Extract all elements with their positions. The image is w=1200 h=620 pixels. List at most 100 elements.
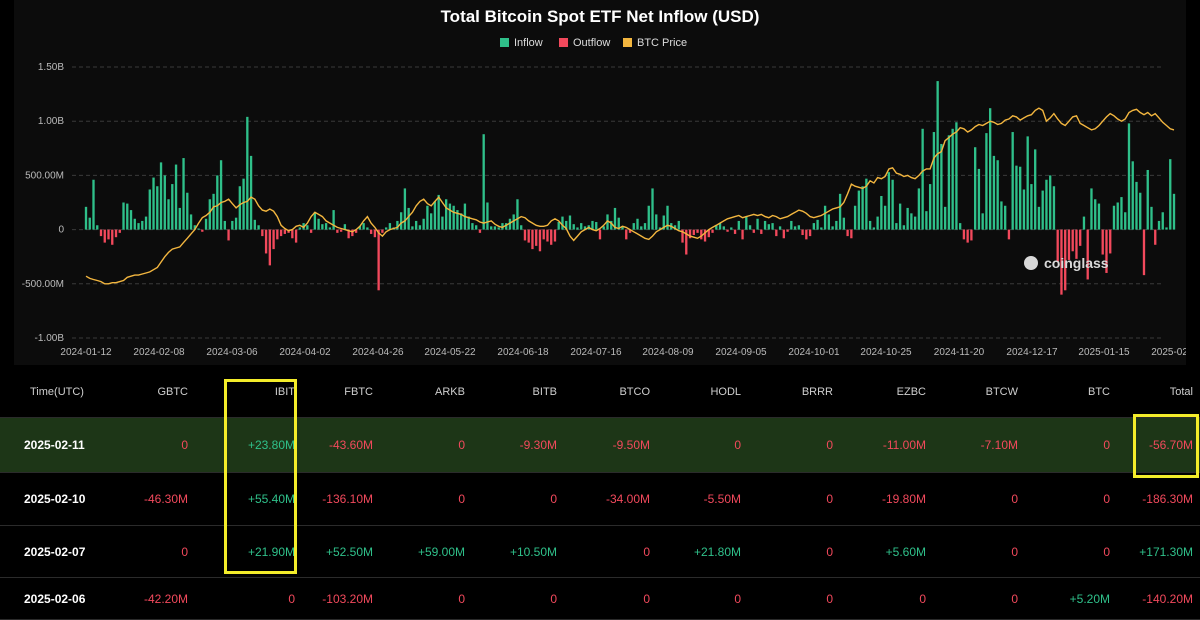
flow-bar[interactable]: [306, 225, 309, 230]
flow-bar[interactable]: [1049, 175, 1052, 230]
flow-bar[interactable]: [520, 225, 523, 230]
flow-bar[interactable]: [475, 225, 478, 230]
flow-bar[interactable]: [542, 229, 545, 240]
flow-bar[interactable]: [741, 229, 744, 240]
flow-bar[interactable]: [636, 218, 639, 230]
flow-bar[interactable]: [602, 226, 605, 230]
flow-bar[interactable]: [1067, 229, 1071, 260]
flow-bar[interactable]: [917, 188, 921, 230]
flow-bar[interactable]: [857, 190, 861, 230]
flow-bar[interactable]: [951, 128, 954, 230]
flow-bar[interactable]: [332, 210, 335, 230]
flow-bar[interactable]: [174, 164, 178, 230]
flow-bar[interactable]: [133, 218, 136, 230]
flow-bar[interactable]: [223, 220, 226, 230]
flow-bar[interactable]: [467, 216, 470, 230]
flow-bar[interactable]: [658, 227, 662, 230]
flow-bar[interactable]: [501, 223, 504, 230]
flow-bar[interactable]: [178, 207, 181, 230]
flow-bar[interactable]: [1090, 188, 1093, 230]
flow-bar[interactable]: [606, 214, 609, 230]
flow-bar[interactable]: [958, 223, 962, 230]
flow-bar[interactable]: [760, 229, 763, 234]
flow-bar[interactable]: [887, 172, 891, 230]
flow-bar[interactable]: [1097, 203, 1101, 230]
flow-bar[interactable]: [621, 226, 624, 230]
legend-swatch[interactable]: [500, 38, 509, 47]
flow-bar[interactable]: [1139, 192, 1142, 230]
flow-bar[interactable]: [141, 220, 144, 230]
flow-bar[interactable]: [84, 206, 88, 230]
flow-bar[interactable]: [932, 132, 936, 230]
flow-bar[interactable]: [726, 229, 729, 232]
flow-bar[interactable]: [512, 214, 515, 230]
flow-bar[interactable]: [711, 229, 714, 233]
flow-bar[interactable]: [876, 216, 879, 230]
flow-bar[interactable]: [137, 223, 140, 230]
flow-bar[interactable]: [384, 227, 388, 230]
flow-bar[interactable]: [767, 224, 770, 230]
flow-bar[interactable]: [107, 229, 110, 240]
flow-bar[interactable]: [1000, 201, 1003, 230]
flow-bar[interactable]: [1030, 184, 1033, 230]
flow-bar[interactable]: [152, 177, 155, 230]
flow-bar[interactable]: [730, 227, 733, 230]
flow-bar[interactable]: [208, 199, 211, 230]
flow-bar[interactable]: [1109, 229, 1112, 254]
flow-bar[interactable]: [805, 229, 808, 240]
flow-bar[interactable]: [872, 227, 876, 230]
flow-bar[interactable]: [508, 218, 512, 230]
flow-bar[interactable]: [1154, 229, 1157, 245]
flow-bar[interactable]: [279, 229, 283, 237]
flow-bar[interactable]: [677, 220, 680, 230]
flow-bar[interactable]: [373, 229, 377, 238]
flow-bar[interactable]: [617, 217, 620, 230]
flow-bar[interactable]: [1127, 123, 1131, 230]
flow-bar[interactable]: [1041, 190, 1044, 230]
flow-bar[interactable]: [399, 212, 403, 230]
flow-bar[interactable]: [1064, 229, 1067, 291]
flow-bar[interactable]: [99, 229, 103, 237]
flow-bar[interactable]: [317, 218, 320, 230]
flow-bar[interactable]: [591, 220, 594, 230]
flow-bar[interactable]: [129, 210, 133, 230]
flow-bar[interactable]: [1161, 212, 1164, 230]
flow-bar[interactable]: [782, 229, 785, 239]
flow-bar[interactable]: [321, 224, 324, 230]
flow-bar[interactable]: [572, 224, 575, 230]
flow-bar[interactable]: [831, 226, 834, 230]
flow-bar[interactable]: [92, 179, 95, 230]
flow-bar[interactable]: [1120, 197, 1123, 230]
flow-bar[interactable]: [186, 192, 189, 230]
flow-bar[interactable]: [827, 214, 831, 230]
flow-bar[interactable]: [1075, 229, 1078, 259]
flow-bar[interactable]: [568, 215, 572, 230]
flow-bar[interactable]: [216, 175, 219, 230]
flow-bar[interactable]: [1116, 202, 1119, 230]
flow-bar[interactable]: [846, 229, 849, 237]
flow-bar[interactable]: [1131, 161, 1134, 230]
flow-bar[interactable]: [775, 229, 778, 237]
flow-bar[interactable]: [219, 160, 223, 230]
flow-bar[interactable]: [737, 220, 740, 230]
flow-bar[interactable]: [309, 229, 313, 233]
flow-bar[interactable]: [936, 81, 939, 230]
flow-bar[interactable]: [313, 212, 317, 230]
flow-bar[interactable]: [242, 178, 245, 230]
flow-bar[interactable]: [902, 225, 906, 230]
table-row[interactable]: 2025-02-07 0 +21.90M +52.50M +59.00M +10.50M 0…: [0, 526, 1200, 578]
table-row[interactable]: 2025-02-10 -46.30M +55.40M -136.10M 0 0 -34.00…: [0, 473, 1200, 526]
flow-bar[interactable]: [752, 229, 755, 233]
flow-bar[interactable]: [992, 155, 996, 230]
btc-price-line[interactable]: [85, 107, 1175, 285]
flow-bar[interactable]: [414, 220, 418, 230]
flow-bar[interactable]: [201, 229, 204, 232]
flow-bar[interactable]: [433, 201, 437, 230]
flow-bar[interactable]: [707, 229, 710, 238]
flow-bar[interactable]: [268, 229, 271, 266]
flow-bar[interactable]: [197, 228, 200, 230]
flow-bar[interactable]: [257, 225, 260, 230]
flow-bar[interactable]: [966, 229, 969, 243]
flow-bar[interactable]: [482, 134, 485, 230]
flow-bar[interactable]: [1086, 229, 1089, 280]
